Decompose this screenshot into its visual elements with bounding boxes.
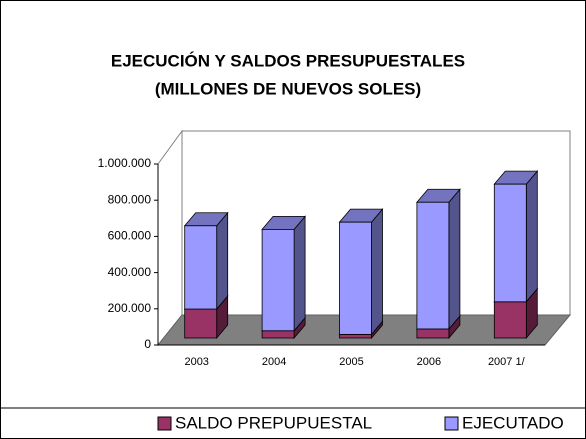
legend-swatch xyxy=(444,416,459,431)
y-tick-label: 400.000 xyxy=(108,265,152,279)
x-tick-label: 2004 xyxy=(262,356,286,368)
legend-swatch xyxy=(157,416,172,431)
bar xyxy=(339,221,372,335)
x-tick-label: 2007 1/ xyxy=(488,356,526,368)
bar-side xyxy=(293,215,306,332)
y-tick-label: 600.000 xyxy=(108,229,152,243)
bar-side xyxy=(216,211,229,311)
bar-side xyxy=(371,208,383,336)
bar xyxy=(261,228,295,332)
x-tick-label: 2005 xyxy=(339,356,363,368)
legend-label: EJECUTADO xyxy=(462,413,564,432)
y-tick-label: 0 xyxy=(144,337,151,351)
bar xyxy=(184,225,218,310)
x-tick-label: 2003 xyxy=(184,356,208,368)
y-tick-label: 800.000 xyxy=(108,192,152,206)
side-wall xyxy=(157,129,183,347)
bar xyxy=(339,333,372,339)
y-tick-label: 200.000 xyxy=(108,301,152,315)
bar xyxy=(416,201,450,330)
bar xyxy=(493,301,527,339)
bar xyxy=(261,330,295,339)
legend-label: SALDO PREPUPUESTAL xyxy=(175,413,372,432)
y-tick-label: 1.000.000 xyxy=(98,156,152,170)
bar xyxy=(493,183,527,303)
chart-subtitle: (MILLONES DE NUEVOS SOLES) xyxy=(155,79,421,98)
bar xyxy=(416,328,450,339)
bar-side xyxy=(525,170,538,303)
bar xyxy=(184,308,218,339)
x-tick-label: 2006 xyxy=(417,356,441,368)
bar-side xyxy=(448,188,461,331)
chart-title: EJECUCIÓN Y SALDOS PRESUPUESTALES xyxy=(111,51,465,70)
